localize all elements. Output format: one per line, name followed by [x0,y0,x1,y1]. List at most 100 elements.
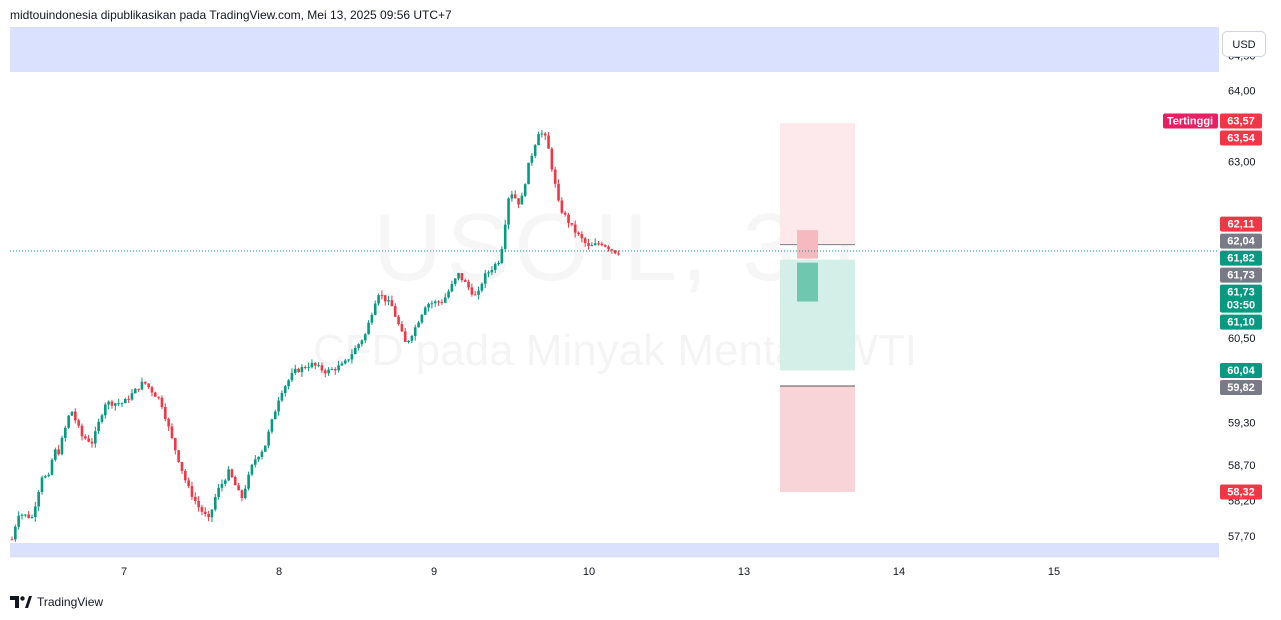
x-tick-label: 7 [121,566,127,578]
candle-body [64,427,67,438]
tradingview-logo[interactable]: TradingView [10,595,103,609]
candle-body [457,273,460,279]
candle-body [393,306,397,317]
candle-body [210,509,214,518]
candle-body [223,480,227,484]
candle-body [54,449,57,460]
candle-body [253,459,257,465]
candle-body [580,234,584,239]
candle-body [360,340,364,345]
candle-body [550,148,554,170]
price-label-text: 58,32 [1227,486,1255,498]
price-label-box [1220,233,1262,249]
candle-body [607,246,610,250]
candle-body [167,419,170,427]
candle-body [437,301,440,303]
candle-body [430,303,434,305]
candle-body [140,381,144,390]
candle-body [287,380,290,387]
price-label-box [1220,314,1262,330]
candle-body [280,393,284,401]
y-tick-label: 63,00 [1228,156,1256,168]
candle-body [347,359,350,361]
candle-body [177,450,180,462]
price-label-text: 61,10 [1227,317,1255,329]
x-tick-label: 14 [893,566,905,578]
candle-body [433,301,437,304]
candle-body [60,437,64,455]
candle-body [257,456,260,460]
price-label-box [1220,484,1262,500]
y-tick-label: 58,70 [1228,460,1256,472]
candle-body [450,284,454,292]
tradingview-logo-icon [10,596,32,608]
candle-body [400,324,404,332]
candle-body [110,401,114,406]
candle-body [377,295,380,304]
upper-zone [780,123,855,245]
stop-zone [780,385,855,492]
candle-body [543,133,547,136]
candle-body [373,303,377,315]
candle-body [380,295,384,297]
candle-body [270,419,274,432]
candle-body [590,245,594,247]
candle-body [283,386,287,394]
stop-fill [797,230,818,259]
candle-body [507,198,510,225]
candle-body [583,238,587,244]
candle-body [173,438,177,451]
high-tag-box [1163,113,1218,129]
candle-body [493,263,497,271]
candle-body [193,496,197,502]
candle-body [180,461,184,471]
candle-body [227,469,230,481]
candle-body [273,411,277,420]
candle-body [147,383,150,388]
candle-body [320,365,324,371]
candle-body [343,360,347,364]
candle-body [47,474,50,477]
candle-body [243,488,247,499]
candle-body [597,243,600,245]
candle-body [263,445,267,452]
candle-body [490,270,494,273]
candle-body [423,307,427,315]
price-label-box [1220,362,1262,378]
candle-body [413,327,417,336]
candle-body [523,184,527,196]
candle-body [310,362,314,368]
candle-body [487,272,490,274]
candle-body [513,194,517,199]
candle-body [443,297,447,303]
candle-body [134,388,137,394]
candle-body [503,224,507,249]
candle-body [10,539,14,541]
price-label-text: 61,73 [1227,270,1255,282]
candle-body [477,290,480,295]
price-label-text: 62,04 [1227,236,1255,248]
candle-body [520,195,524,205]
candle-body [593,243,597,246]
candle-body [247,474,250,489]
candle-body [170,426,174,439]
candle-body [473,294,477,296]
candle-body [470,287,474,295]
x-tick-label: 9 [431,566,437,578]
candle-body [397,316,400,325]
candle-body [14,526,17,540]
candle-body [144,381,147,384]
candle-body [124,398,127,404]
candle-body [163,407,167,420]
candle-body [317,365,320,367]
position-tool [780,123,855,492]
candle-body [114,403,117,406]
candle-body [427,304,430,308]
candle-body [300,367,304,373]
candle-body [383,295,387,302]
candle-body [203,511,207,514]
price-label-box [1220,284,1262,313]
candle-body [307,367,310,369]
currency-button[interactable]: USD [1222,31,1266,57]
